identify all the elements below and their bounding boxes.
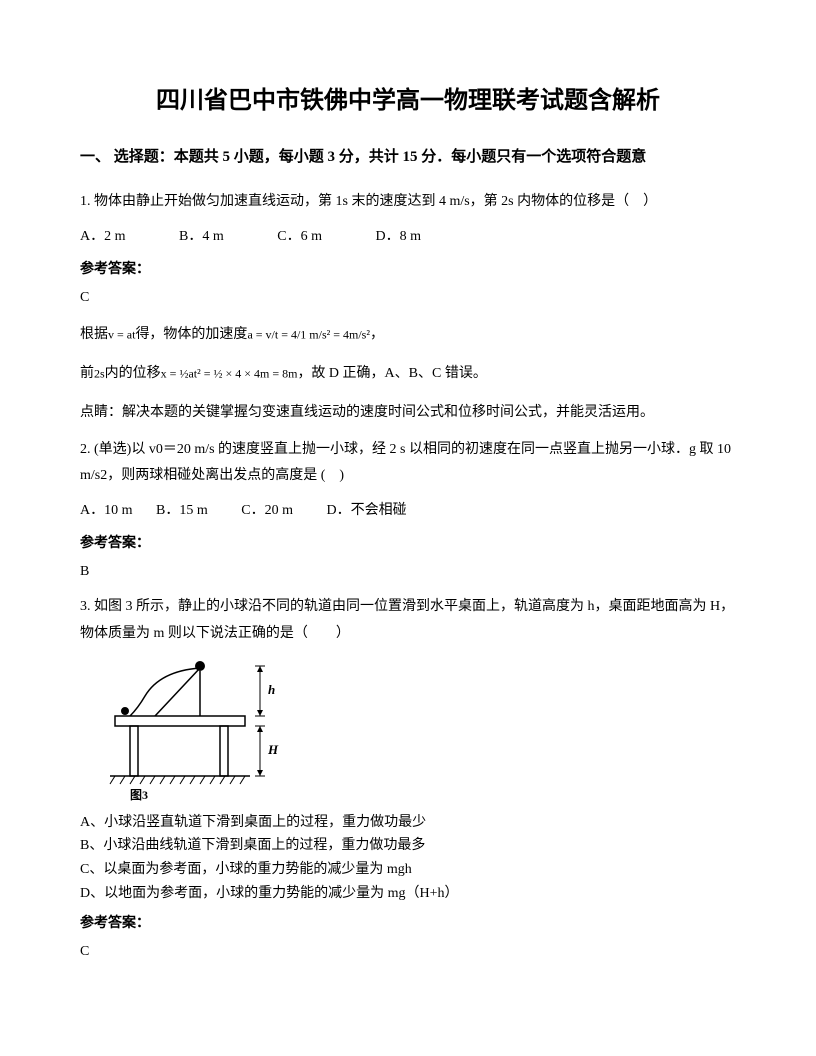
q1-formula2: a = v/t = 4/1 m/s² = 4m/s² <box>247 328 370 342</box>
q1-opt-c: C．6 m <box>277 224 322 251</box>
svg-text:H: H <box>267 742 279 757</box>
q3-opt-a: A、小球沿竖直轨道下滑到桌面上的过程，重力做功最少 <box>80 811 736 835</box>
q3-answer: C <box>80 944 736 960</box>
q1-exp2-mid: 内的位移 <box>105 366 161 381</box>
q2-text: 2. (单选)以 v0＝20 m/s 的速度竖直上抛一小球，经 2 s 以相同的… <box>80 437 736 490</box>
q1-formula4: x = ½at² = ½ × 4 × 4m = 8m <box>161 367 298 381</box>
q1-opt-b: B．4 m <box>179 224 224 251</box>
q1-text: 1. 物体由静止开始做匀加速直线运动，第 1s 末的速度达到 4 m/s，第 2… <box>80 189 736 216</box>
q2-answer-label: 参考答案： <box>80 532 736 552</box>
q2-options: A．10 m B．15 m C．20 m D．不会相碰 <box>80 498 736 525</box>
q1-answer-label: 参考答案： <box>80 258 736 278</box>
section-header: 一、 选择题：本题共 5 小题，每小题 3 分，共计 15 分．每小题只有一个选… <box>80 145 736 169</box>
q1-answer: C <box>80 290 736 306</box>
q1-exp1-end: ， <box>370 327 384 342</box>
q1-formula1: v = at <box>108 328 135 342</box>
q3-opt-b: B、小球沿曲线轨道下滑到桌面上的过程，重力做功最多 <box>80 834 736 858</box>
q1-opt-d: D．8 m <box>375 224 421 251</box>
q3-opt-c: C、以桌面为参考面，小球的重力势能的减少量为 mgh <box>80 858 736 882</box>
q2-opt-d: D．不会相碰 <box>326 498 406 525</box>
q1-exp1-mid: 得，物体的加速度 <box>135 327 247 342</box>
q1-exp2-end: ，故 D 正确，A、B、C 错误。 <box>297 366 486 381</box>
q2-opt-a: A．10 m <box>80 498 133 525</box>
q1-exp2-pre: 前 <box>80 366 94 381</box>
q3-answer-label: 参考答案： <box>80 912 736 932</box>
q2-opt-c: C．20 m <box>241 498 293 525</box>
svg-text:h: h <box>268 682 275 697</box>
q1-options: A．2 m B．4 m C．6 m D．8 m <box>80 224 736 251</box>
q3-figure: h H 图3 <box>100 656 736 803</box>
q3-text: 3. 如图 3 所示，静止的小球沿不同的轨道由同一位置滑到水平桌面上，轨道高度为… <box>80 594 736 647</box>
q1-opt-a: A．2 m <box>80 224 126 251</box>
q3-opt-d: D、以地面为参考面，小球的重力势能的减少量为 mg（H+h） <box>80 882 736 906</box>
q1-exp1-pre: 根据 <box>80 327 108 342</box>
q1-formula3: 2s <box>94 367 105 381</box>
q3-fig-label: 图3 <box>130 786 736 803</box>
q2-answer: B <box>80 564 736 580</box>
q1-exp2: 前2s内的位移x = ½at² = ½ × 4 × 4m = 8m，故 D 正确… <box>80 359 736 390</box>
page-title: 四川省巴中市铁佛中学高一物理联考试题含解析 <box>80 80 736 115</box>
q1-hint: 点睛：解决本题的关键掌握匀变速直线运动的速度时间公式和位移时间公式，并能灵活运用… <box>80 398 736 429</box>
q1-exp1: 根据v = at得，物体的加速度a = v/t = 4/1 m/s² = 4m/… <box>80 320 736 351</box>
q2-opt-b: B．15 m <box>156 498 208 525</box>
